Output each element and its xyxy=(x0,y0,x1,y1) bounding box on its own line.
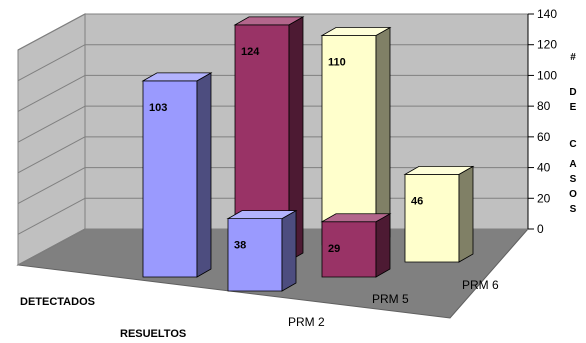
data-label: 110 xyxy=(328,57,346,69)
series-label-detectados: DETECTADOS xyxy=(20,296,95,308)
gridline-side-80 xyxy=(17,105,86,143)
y-tick-label: 140 xyxy=(537,7,557,21)
bar-side xyxy=(375,26,391,246)
data-label: 38 xyxy=(234,240,246,252)
bar-side xyxy=(458,165,474,263)
bar-front xyxy=(227,218,283,292)
bar-detectados-1: 124 xyxy=(233,16,305,262)
gridline-side-60 xyxy=(17,136,86,174)
category-label: PRM 2 xyxy=(288,315,325,329)
bars: 103 124 110 38 29 46 xyxy=(141,16,475,292)
gridline-side-100 xyxy=(17,74,86,112)
bar-top xyxy=(403,166,475,175)
bar-side xyxy=(281,209,297,292)
data-label: 46 xyxy=(411,195,423,207)
category-label: PRM 6 xyxy=(462,278,499,292)
gridline-side-140 xyxy=(17,13,86,51)
bar-resueltos-2: 46 xyxy=(403,165,475,263)
y-tick-label: 20 xyxy=(537,191,551,205)
bar-top xyxy=(320,27,392,36)
bar-top xyxy=(233,16,305,26)
gridline-side-0 xyxy=(17,228,86,266)
gridline-side-40 xyxy=(17,167,86,205)
y-tick-label: 80 xyxy=(537,99,551,113)
series-label-resueltos: RESUELTOS xyxy=(120,328,186,340)
y-tick-label: 0 xyxy=(537,222,544,236)
side-wall xyxy=(17,13,86,266)
bar-resueltos-0: 38 xyxy=(226,209,298,292)
bar-top xyxy=(226,210,298,220)
bar-resueltos-1: 29 xyxy=(320,213,392,278)
bar-detectados-0: 103 xyxy=(141,72,213,278)
y-label-char: D xyxy=(569,87,576,98)
y-label-char: C xyxy=(569,139,576,150)
x-axis-categories: PRM 2 PRM 5 PRM 6 xyxy=(288,278,499,329)
y-axis: 0 20 40 60 80 100 120 140 xyxy=(527,7,557,236)
y-label-char: S xyxy=(570,174,577,185)
y-tick-label: 100 xyxy=(537,68,557,82)
y-label-char: # xyxy=(570,52,576,63)
data-label: 29 xyxy=(328,243,340,255)
bar-top xyxy=(320,213,392,223)
y-label-char: S xyxy=(570,204,577,215)
category-label: PRM 5 xyxy=(372,292,409,306)
bar-detectados-2: 110 xyxy=(320,26,392,246)
gridline-side-120 xyxy=(17,44,86,82)
y-label-char: A xyxy=(569,159,576,170)
y-label-char: O xyxy=(569,189,577,200)
bar-front xyxy=(404,174,460,263)
gridline-side-20 xyxy=(17,197,86,235)
bar-side xyxy=(375,213,391,278)
y-tick-label: 40 xyxy=(537,161,551,175)
y-tick-label: 120 xyxy=(537,38,557,52)
data-label: 103 xyxy=(149,102,167,114)
y-label-char: E xyxy=(570,102,577,113)
bar-side xyxy=(196,72,212,278)
y-tick-label: 60 xyxy=(537,130,551,144)
data-label: 124 xyxy=(241,46,260,58)
bar-top xyxy=(141,72,213,82)
